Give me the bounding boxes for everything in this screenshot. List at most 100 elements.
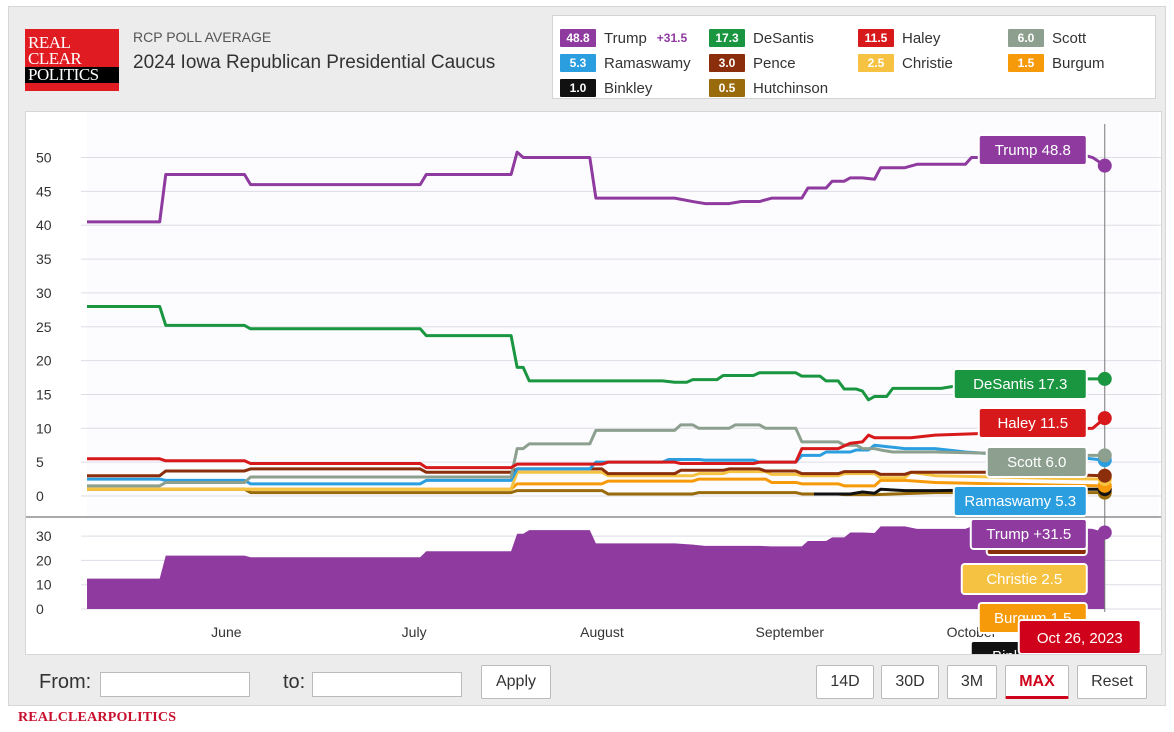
range-14d-button[interactable]: 14D (816, 665, 874, 699)
from-date-input[interactable] (100, 672, 250, 697)
series-line-trump (87, 150, 1106, 224)
label-ramaswamy-text: Ramaswamy 5.3 (964, 493, 1076, 510)
legend-name-trump: Trump (604, 29, 647, 47)
y-tick-label-spread: 30 (36, 528, 52, 544)
legend-name-pence: Pence (753, 54, 796, 72)
legend-item-trump[interactable]: 48.8 Trump +31.5 (560, 28, 687, 48)
x-tick-label-july: July (402, 624, 427, 640)
label-trump-text: Trump 48.8 (995, 142, 1071, 159)
cursor-date-box (1017, 619, 1142, 654)
end-marker-trump (1097, 158, 1112, 173)
legend-item-haley[interactable]: 11.5 Haley (858, 28, 940, 48)
legend-name-haley: Haley (902, 29, 941, 47)
label-haley: Haley 11.5 (977, 407, 1088, 439)
legend-item-desantis[interactable]: 17.3 DeSantis (709, 28, 814, 48)
series-line-pence (87, 467, 1105, 478)
label-desantis-text: DeSantis 17.3 (973, 376, 1067, 393)
x-tick-label-june: June (211, 624, 242, 640)
y-tick-label-main: 45 (36, 183, 52, 199)
from-label: From: (39, 671, 92, 693)
cursor-date-badge: Oct 26, 2023 (1017, 619, 1142, 654)
apply-button[interactable]: Apply (481, 665, 551, 699)
y-tick-label-main: 25 (36, 319, 52, 335)
legend-value-haley: 11.5 (858, 29, 894, 47)
range-max-button[interactable]: MAX (1005, 665, 1069, 699)
label-haley-text: Haley 11.5 (997, 415, 1068, 432)
label-scott-text: Scott 6.0 (1007, 454, 1066, 471)
y-tick-label-main: 30 (36, 285, 52, 301)
date-controls: From: to: Apply 14D 30D 3M MAX Reset (25, 657, 1162, 705)
legend-spread-trump: +31.5 (656, 31, 688, 45)
realclearpolitics-logo: REAL CLEAR POLITICS (25, 29, 119, 91)
range-3m-button[interactable]: 3M (947, 665, 997, 699)
legend-item-pence[interactable]: 3.0 Pence (709, 53, 796, 73)
footer-brand: REALCLEARPOLITICS (18, 710, 177, 725)
to-date-input[interactable] (312, 672, 462, 697)
series-line-haley (87, 417, 1106, 470)
series-line-ramaswamy (87, 443, 1105, 486)
legend-value-burgum: 1.5 (1008, 54, 1044, 72)
logo-line-1: REAL (28, 33, 71, 52)
main-panel-background (87, 112, 1159, 517)
end-marker-spread (1097, 525, 1112, 540)
legend-name-desantis: DeSantis (753, 29, 814, 47)
y-tick-label-main: 40 (36, 217, 52, 233)
legend-item-hutchinson[interactable]: 0.5 Hutchinson (709, 78, 828, 98)
spread-area-trump (87, 526, 1105, 609)
label-christie-text: Christie 2.5 (986, 571, 1062, 588)
legend-name-scott: Scott (1052, 29, 1087, 47)
y-tick-label-spread: 0 (36, 601, 44, 617)
legend-value-christie: 2.5 (858, 54, 894, 72)
end-marker-pence (1097, 468, 1112, 483)
label-spread-trump-text: Trump +31.5 (986, 526, 1071, 543)
label-spread-trump: Trump +31.5 (969, 518, 1088, 550)
logo-line-2: CLEAR (28, 49, 82, 68)
label-haley-box (977, 407, 1088, 439)
y-tick-label-main: 10 (36, 420, 52, 436)
reset-button[interactable]: Reset (1077, 665, 1147, 699)
y-tick-label-main: 0 (36, 488, 44, 504)
y-tick-label-spread: 10 (36, 577, 52, 593)
legend-value-desantis: 17.3 (709, 29, 745, 47)
label-trump: Trump 48.8 (977, 134, 1088, 166)
legend-value-scott: 6.0 (1008, 29, 1044, 47)
legend-item-christie[interactable]: 2.5 Christie (858, 53, 953, 73)
y-tick-label-spread: 20 (36, 552, 52, 568)
label-desantis: DeSantis 17.3 (952, 368, 1088, 400)
legend: 48.8 Trump +31.5 17.3 DeSantis 11.5 Haley 6.0 Sc… (552, 15, 1156, 99)
label-christie-box (960, 563, 1088, 595)
legend-item-binkley[interactable]: 1.0 Binkley (560, 78, 652, 98)
legend-value-trump: 48.8 (560, 29, 596, 47)
legend-item-burgum[interactable]: 1.5 Burgum (1008, 53, 1105, 73)
page-title: 2024 Iowa Republican Presidential Caucus (133, 52, 496, 73)
header-subtitle: RCP POLL AVERAGE (133, 29, 272, 45)
legend-value-ramaswamy: 5.3 (560, 54, 596, 72)
series-line-scott (87, 423, 1105, 488)
to-label: to: (283, 671, 306, 693)
series-line-desantis (87, 304, 1105, 402)
label-spread-trump-box (969, 518, 1088, 550)
label-desantis-box (952, 368, 1088, 400)
legend-value-pence: 3.0 (709, 54, 745, 72)
legend-name-christie: Christie (902, 54, 953, 72)
legend-item-ramaswamy[interactable]: 5.3 Ramaswamy (560, 53, 691, 73)
y-tick-label-main: 5 (36, 454, 44, 470)
legend-item-scott[interactable]: 6.0 Scott (1008, 28, 1086, 48)
y-tick-label-main: 50 (36, 150, 52, 166)
cursor-date-text: Oct 26, 2023 (1037, 630, 1123, 647)
legend-name-burgum: Burgum (1052, 54, 1105, 72)
plot-area[interactable]: 50 45 40 35 30 25 20 15 10 5 0 30 20 10 0 June July Augus… (25, 111, 1162, 655)
y-tick-label-main: 15 (36, 386, 52, 402)
legend-name-ramaswamy: Ramaswamy (604, 54, 691, 72)
x-tick-label-september: September (756, 624, 825, 640)
end-marker-scott (1097, 448, 1112, 463)
y-tick-label-main: 20 (36, 353, 52, 369)
chart-frame: REAL CLEAR POLITICS RCP POLL AVERAGE 202… (8, 6, 1166, 706)
legend-value-hutchinson: 0.5 (709, 79, 745, 97)
legend-name-binkley: Binkley (604, 79, 653, 97)
label-ramaswamy-box (952, 485, 1088, 517)
label-christie: Christie 2.5 (960, 563, 1088, 595)
end-marker-haley (1097, 411, 1112, 426)
range-30d-button[interactable]: 30D (881, 665, 939, 699)
